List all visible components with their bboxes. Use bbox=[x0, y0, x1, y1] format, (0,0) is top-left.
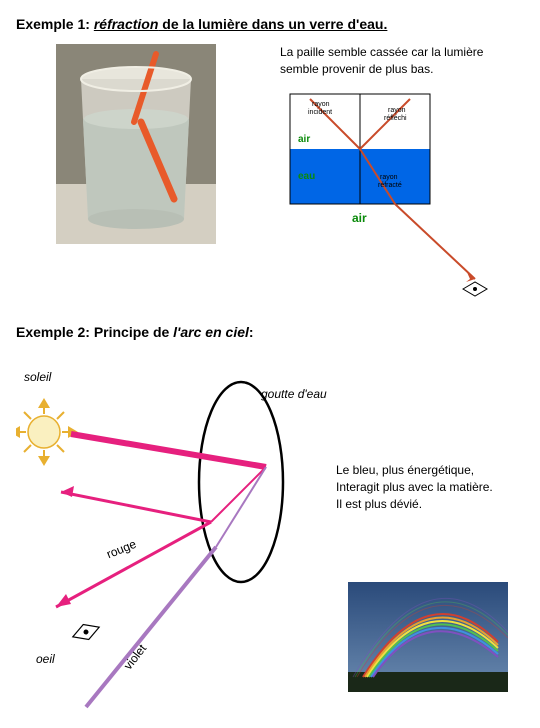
ex2-prefix: Exemple 2: Principe de bbox=[16, 324, 173, 340]
eye-icon bbox=[70, 620, 102, 645]
ex2-keyword: l'arc en ciel bbox=[173, 324, 249, 340]
eye-icon bbox=[463, 282, 487, 296]
explain-line2: Interagit plus avec la matière. bbox=[336, 479, 526, 496]
ex1-rest: de la lumière dans un verre d'eau. bbox=[158, 16, 387, 32]
example1-caption: La paille semble cassée car la lumière s… bbox=[280, 44, 500, 78]
rayon-reflechi-label: rayon bbox=[388, 107, 406, 114]
example2-body: soleil bbox=[16, 352, 524, 712]
explain-line1: Le bleu, plus énergétique, bbox=[336, 462, 526, 479]
example2-title: Exemple 2: Principe de l'arc en ciel: bbox=[16, 324, 524, 340]
eau-label: eau bbox=[298, 171, 315, 182]
svg-text:réfracté: réfracté bbox=[378, 182, 402, 189]
incoming-ray bbox=[71, 434, 266, 467]
svg-text:réfléchi: réfléchi bbox=[384, 115, 407, 122]
glass-photo bbox=[56, 44, 216, 249]
rainbow-photo-svg bbox=[348, 582, 508, 692]
rayon-refracte-label: rayon bbox=[380, 174, 398, 181]
rayon-incident-label: rayon bbox=[312, 101, 330, 108]
ray-violet-exit bbox=[86, 547, 216, 707]
ray-inside-violet bbox=[216, 467, 266, 547]
ex2-suffix: : bbox=[249, 324, 254, 340]
oeil-label: oeil bbox=[36, 652, 55, 666]
example2-explain: Le bleu, plus énergétique, Interagit plu… bbox=[336, 462, 526, 512]
rainbow-photo bbox=[348, 582, 508, 697]
air-label-bottom: air bbox=[352, 211, 367, 225]
air-label-top: air bbox=[298, 134, 310, 145]
svg-text:incident: incident bbox=[308, 109, 332, 116]
ray-red-exit1 bbox=[61, 492, 211, 522]
goutte-label: goutte d'eau bbox=[261, 387, 327, 401]
example1-right: La paille semble cassée car la lumière s… bbox=[280, 44, 500, 309]
ex1-prefix: Exemple 1: bbox=[16, 16, 94, 32]
explain-line3: Il est plus dévié. bbox=[336, 496, 526, 513]
sun-icon bbox=[16, 398, 78, 466]
example1-title: Exemple 1: réfraction de la lumière dans… bbox=[16, 16, 524, 32]
ray-red-exit2 bbox=[56, 522, 211, 607]
glass-svg bbox=[56, 44, 216, 244]
ex1-keyword: réfraction bbox=[94, 16, 159, 32]
example1-body: La paille semble cassée car la lumière s… bbox=[16, 44, 524, 314]
refraction-diagram: air eau rayon incident rayon réfléchi ra… bbox=[280, 84, 500, 304]
ray-inside-red bbox=[211, 467, 266, 522]
